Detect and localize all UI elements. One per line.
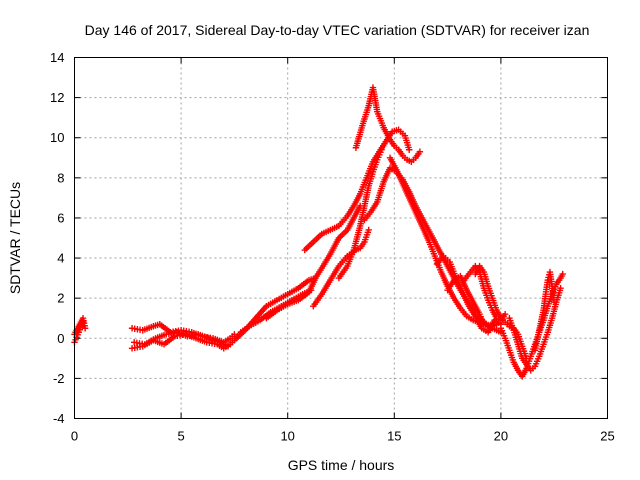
data-point [378,146,385,153]
series-track-g [301,126,413,254]
series-track-p [472,262,530,362]
x-tick-label: 25 [600,429,614,444]
series-track-f [263,202,364,322]
data-point [406,146,413,153]
data-points [71,84,566,380]
series-track-q [497,270,566,380]
y-axis-label: SDTVAR / TECUs [7,182,23,294]
x-tick-label: 15 [387,429,401,444]
series-track-e [130,286,315,350]
y-tick-label: 8 [57,170,64,185]
chart-title: Day 146 of 2017, Sidereal Day-to-day VTE… [85,22,590,38]
data-point [79,319,87,326]
data-point [484,323,492,330]
y-tick-label: -4 [53,411,65,426]
y-tick-label: 14 [50,50,64,65]
series-track-s [531,268,558,354]
data-point [81,325,89,332]
series-track-b [71,319,87,346]
x-tick-label: 0 [71,429,78,444]
data-point [365,226,372,234]
series-track-n [444,272,492,330]
y-tick-label: 6 [57,210,64,225]
data-point [559,270,566,278]
data-point [416,148,424,155]
y-tick-label: -2 [53,371,65,386]
grid [74,57,608,419]
y-tick-label: 2 [57,291,64,306]
y-tick-label: 10 [50,130,64,145]
data-point [557,284,564,292]
y-tick-label: 12 [50,90,64,105]
x-tick-labels: 0 5 10 15 20 25 [71,429,615,444]
series-track-r [506,284,564,374]
y-tick-label: 0 [57,331,64,346]
x-tick-label: 20 [494,429,508,444]
y-tick-label: 4 [57,251,64,266]
x-axis-label: GPS time / hours [288,457,395,473]
series-track-j [352,84,424,165]
plot-frame [74,57,608,419]
x-tick-label: 5 [177,429,184,444]
y-tick-labels: -4 -2 0 2 4 6 8 10 12 14 [50,50,64,426]
series-track-i [335,146,385,282]
data-point [551,298,558,306]
data-point [501,311,509,318]
series-track-a [71,315,89,338]
x-tick-label: 10 [280,429,294,444]
